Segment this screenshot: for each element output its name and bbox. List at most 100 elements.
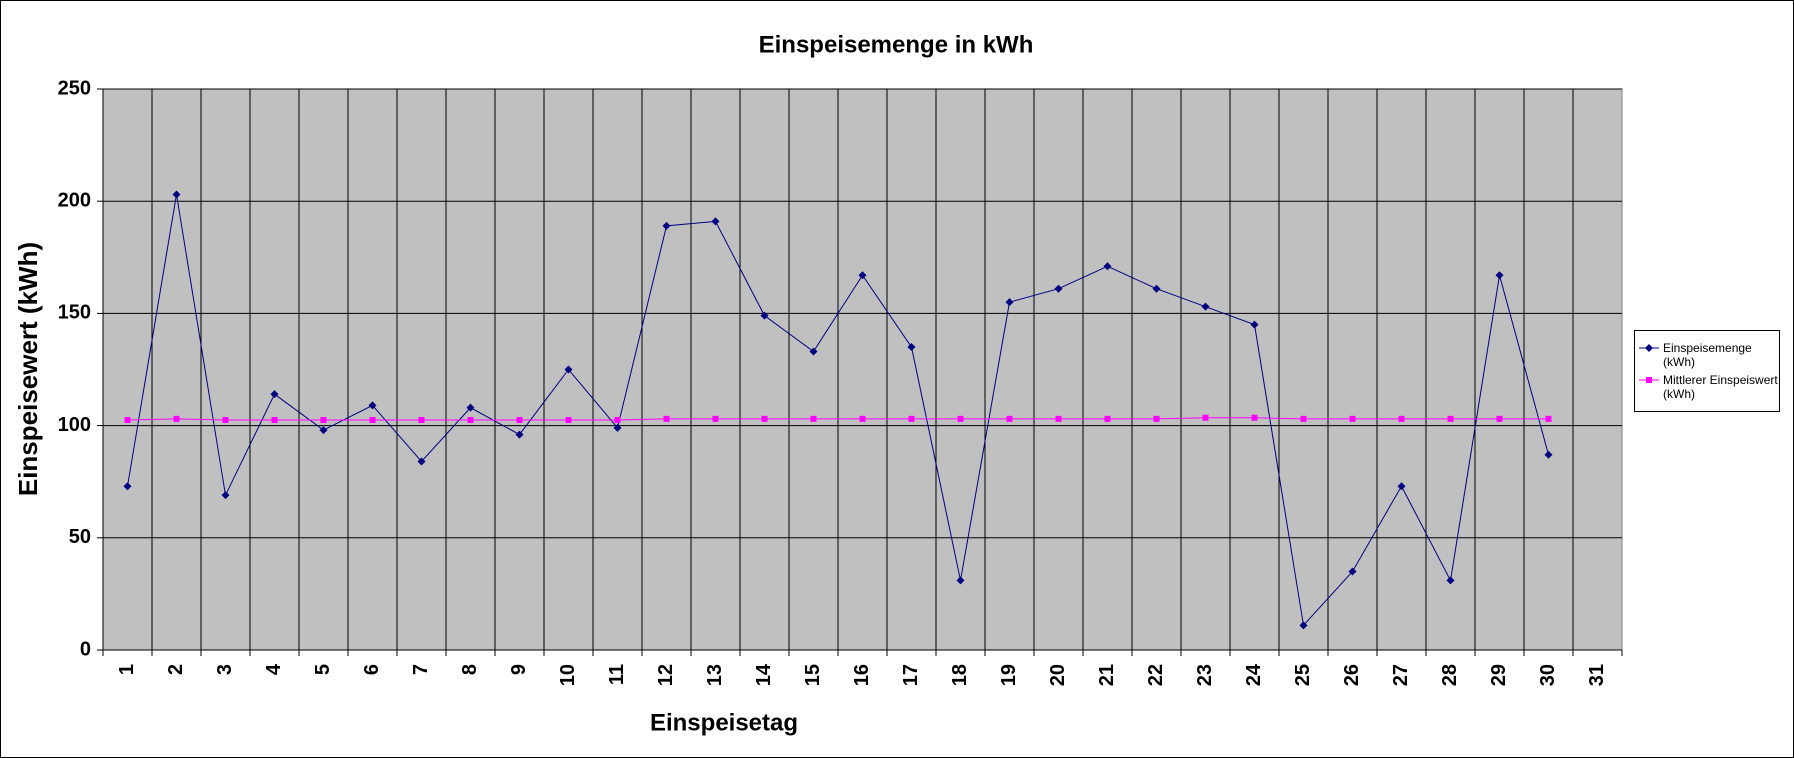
data-point [1398,415,1405,422]
legend-label: Einspeisemenge (kWh) [1663,341,1752,369]
x-tick-label: 27 [1390,664,1412,686]
x-tick-label: 11 [606,664,628,685]
data-point [1055,415,1062,422]
data-point [810,415,817,422]
data-point [565,416,572,423]
series-line [127,417,1549,421]
data-point [859,415,866,422]
data-point [1250,320,1259,329]
series-line [127,194,1549,627]
data-point [858,271,867,280]
data-point [1349,415,1356,422]
x-tick-label: 3 [214,664,236,675]
data-point [172,190,181,199]
x-tick-label: 19 [998,664,1020,686]
data-point [712,415,719,422]
data-point [662,221,671,230]
data-point [1348,567,1357,576]
x-tick-label: 25 [1292,664,1314,686]
x-tick-label: 29 [1488,664,1510,686]
x-axis-label: Einspeisetag [650,709,798,736]
x-tick-label: 5 [312,664,334,675]
data-point [956,576,965,585]
y-tick-label: 150 [58,302,91,324]
data-point [466,403,475,412]
data-point [1251,414,1258,421]
data-point [1005,298,1014,307]
data-point [564,365,573,374]
x-tick-label: 16 [851,664,873,686]
x-tick-label: 23 [1194,664,1216,686]
data-point [908,415,915,422]
x-tick-label: 31 [1586,664,1608,686]
data-point [1153,415,1160,422]
legend-entry: Einspeisemenge (kWh) [1635,341,1779,369]
data-point [711,217,720,226]
data-point [1201,302,1210,311]
data-point [957,415,964,422]
legend-swatch [1639,344,1659,352]
data-point [221,491,230,500]
x-tick-label: 22 [1145,664,1167,686]
x-tick-label: 18 [949,664,971,686]
data-point [1152,284,1161,293]
x-tick-label: 2 [165,664,187,675]
data-point [1202,414,1209,421]
chart-title: Einspeisemenge in kWh [759,31,1034,58]
legend-marker [1645,344,1653,352]
y-tick-label: 250 [58,77,91,99]
data-point [761,415,768,422]
data-point [516,416,523,423]
x-tick-label: 13 [704,664,726,686]
data-point [1495,271,1504,280]
data-point [271,416,278,423]
data-point [613,423,622,432]
data-point [614,416,621,423]
data-point [1446,576,1455,585]
x-tick-label: 28 [1439,664,1461,686]
x-tick-label: 14 [753,663,775,686]
data-point [1103,262,1112,271]
x-tick-label: 4 [263,663,285,675]
data-point [369,416,376,423]
x-tick-label: 24 [1243,663,1265,686]
x-tick-label: 7 [410,664,432,675]
data-point [222,416,229,423]
data-point [1397,482,1406,491]
data-point [1300,415,1307,422]
data-point [1447,415,1454,422]
data-point [1104,415,1111,422]
data-point [368,401,377,410]
plot-area [102,88,1623,651]
data-point [1496,415,1503,422]
y-tick-label: 200 [58,189,91,211]
x-tick-label: 10 [557,664,579,686]
data-point [809,347,818,356]
data-point [663,415,670,422]
legend-marker [1646,377,1652,383]
x-tick-label: 26 [1341,664,1363,686]
data-point [417,457,426,466]
y-tick-label: 50 [69,526,91,548]
x-tick-label: 21 [1096,664,1118,686]
y-axis-label: Einspeisewert (kWh) [13,242,43,496]
data-point [907,343,916,352]
x-tick-label: 9 [508,664,530,675]
x-tick-label: 20 [1047,664,1069,686]
legend: Einspeisemenge (kWh) Mittlerer Einspeiswe… [1634,330,1780,412]
data-point [760,311,769,320]
x-tick-label: 17 [900,664,922,686]
y-tick-label: 100 [58,414,91,436]
x-tick-label: 30 [1537,664,1559,686]
data-point [418,416,425,423]
x-tick-label: 1 [116,664,138,675]
data-point [124,416,131,423]
y-tick-label: 0 [80,638,91,660]
data-point [1544,450,1553,459]
data-point [270,390,279,399]
data-point [1299,621,1308,630]
x-tick-label: 8 [459,664,481,675]
data-point [467,416,474,423]
data-point [1054,284,1063,293]
